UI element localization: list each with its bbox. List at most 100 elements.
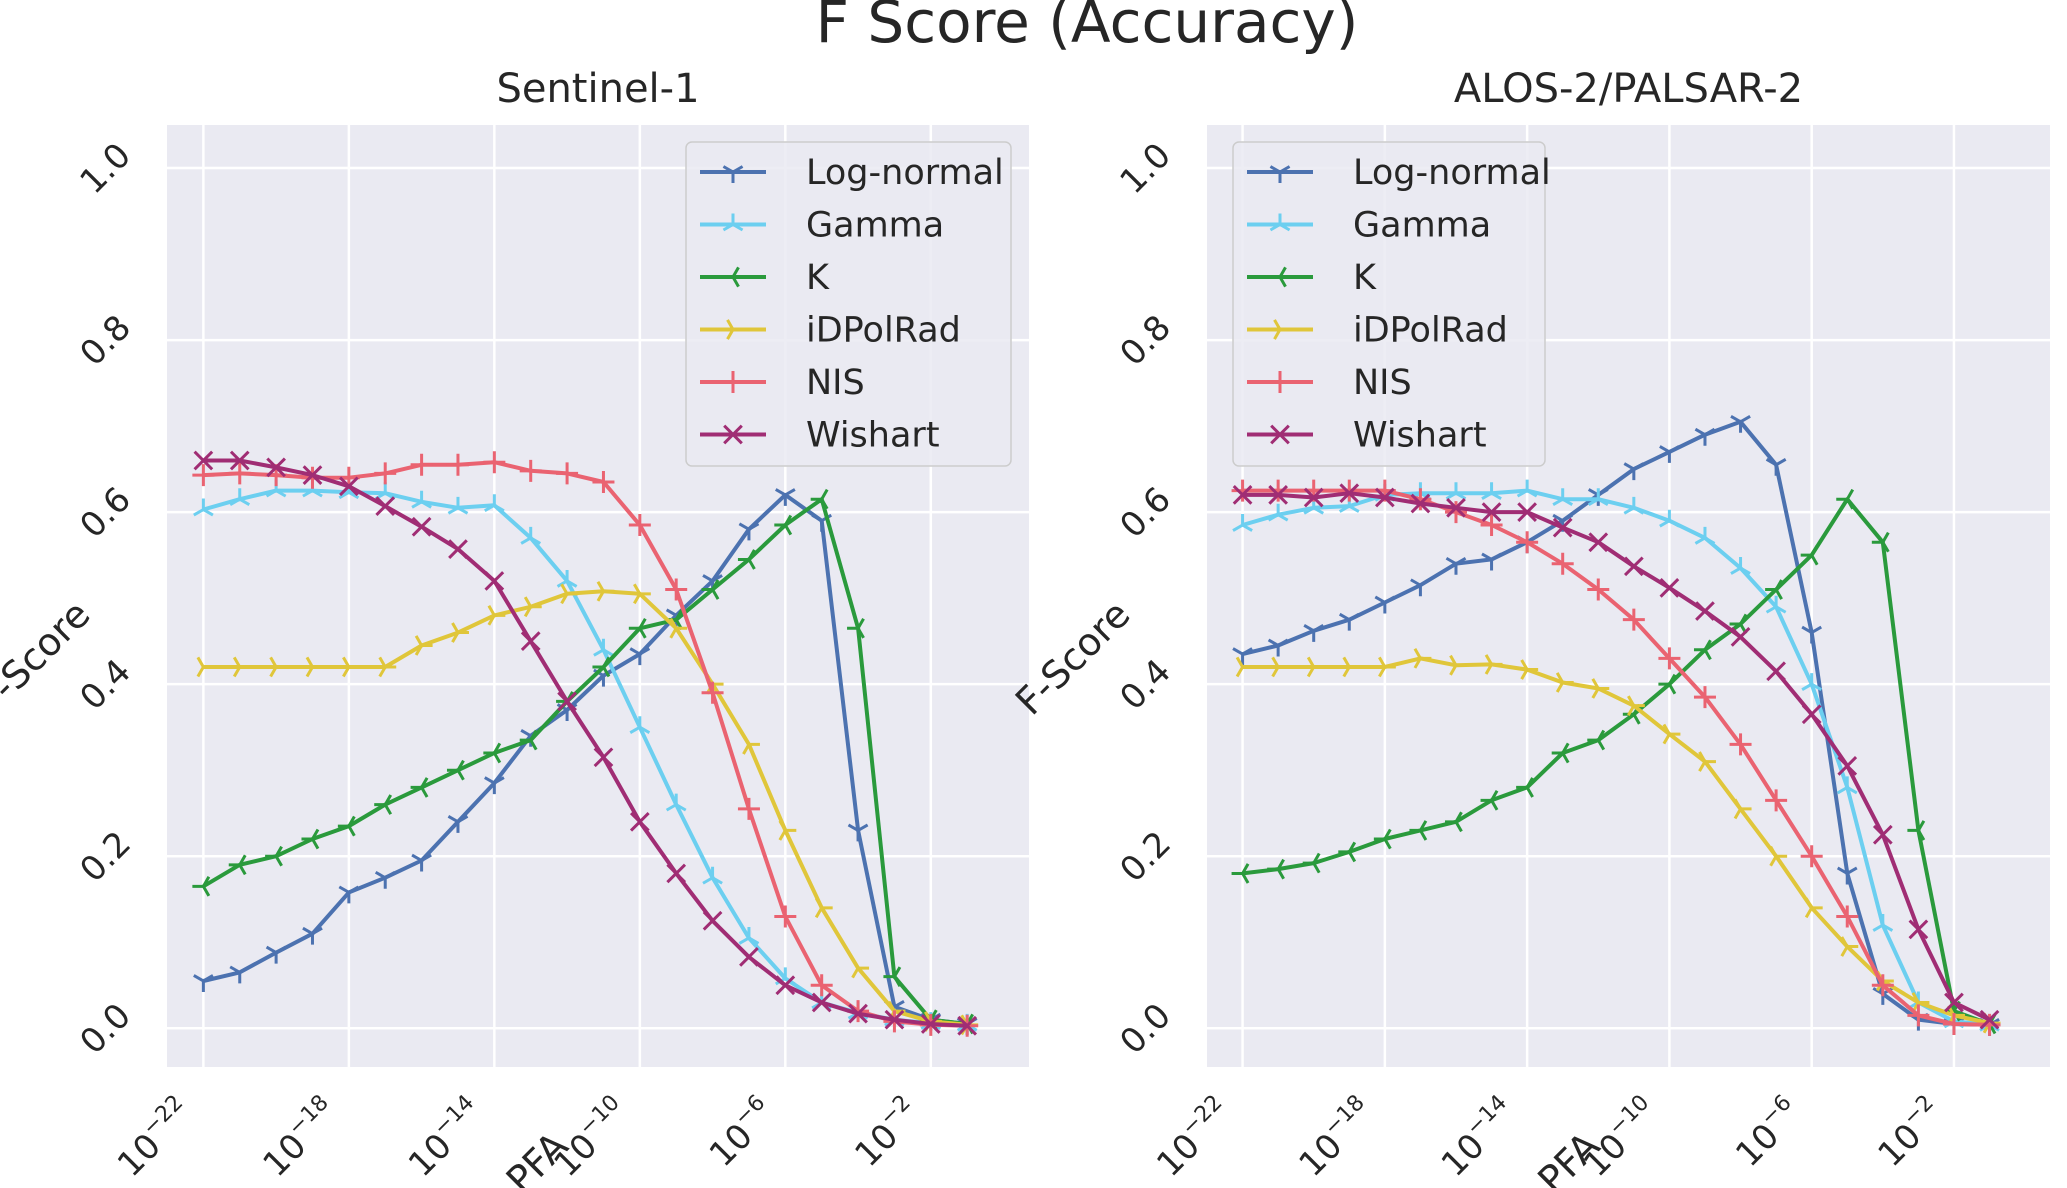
- data-point: [1267, 638, 1289, 657]
- data-point: [1338, 612, 1360, 631]
- legend-item-idpolrad: iDPolRad: [1247, 311, 1508, 351]
- data-point: [593, 638, 614, 657]
- data-point: [701, 579, 720, 600]
- data-point: [665, 793, 687, 812]
- data-point: [1659, 577, 1680, 598]
- data-point: [1944, 992, 1964, 1013]
- series-wishart: [193, 450, 978, 1036]
- data-point: [669, 617, 688, 639]
- data-point: [1481, 502, 1502, 522]
- data-point: [523, 596, 542, 618]
- x-tick-label: 10−18: [1289, 1090, 1384, 1185]
- x-tick-label: 10−14: [1431, 1090, 1526, 1185]
- legend-item-idpolrad: iDPolRad: [700, 311, 961, 351]
- data-point: [265, 845, 283, 867]
- data-point: [1766, 661, 1786, 682]
- legend-item-gamma: Gamma: [700, 206, 944, 246]
- data-point: [375, 496, 396, 516]
- legend-label: Log-normal: [806, 153, 1004, 193]
- data-point: [1979, 1009, 2000, 1030]
- y-tick-label: 0.4: [72, 652, 139, 719]
- data-point: [1942, 1012, 1965, 1035]
- data-point: [342, 656, 360, 678]
- data-point: [811, 992, 832, 1013]
- data-point: [592, 656, 611, 678]
- legend-item-wishart: Wishart: [1247, 416, 1487, 456]
- data-point: [1659, 509, 1680, 528]
- data-point: [739, 947, 759, 967]
- data-point: [1303, 624, 1325, 642]
- data-point: [374, 462, 397, 485]
- data-point: [1693, 639, 1712, 661]
- data-point: [1730, 414, 1751, 433]
- legend-label: Gamma: [806, 206, 944, 246]
- legend-marker: [1269, 213, 1291, 232]
- data-point: [742, 734, 760, 755]
- data-point: [1733, 798, 1752, 820]
- data-point: [265, 945, 287, 964]
- data-point: [1378, 656, 1396, 678]
- data-point: [1374, 487, 1395, 508]
- legend-item-k: K: [700, 258, 830, 298]
- data-point: [192, 876, 211, 897]
- data-point: [1836, 776, 1858, 795]
- data-point: [374, 870, 396, 889]
- legend-label: NIS: [1353, 363, 1412, 403]
- legend-label: Wishart: [1353, 416, 1487, 456]
- data-point: [1267, 479, 1290, 502]
- data-point: [1730, 627, 1751, 647]
- legend-label: Gamma: [1353, 206, 1491, 246]
- legend-label: Wishart: [806, 416, 940, 456]
- data-point: [483, 742, 502, 764]
- legend-item-wishart: Wishart: [700, 416, 940, 456]
- data-point: [1694, 526, 1716, 545]
- data-point: [814, 897, 833, 919]
- data-point: [1516, 479, 1538, 498]
- data-point: [596, 580, 615, 602]
- series-line: [1242, 488, 1990, 1027]
- data-point: [269, 656, 288, 678]
- data-point: [738, 522, 760, 541]
- data-point: [1444, 501, 1467, 524]
- data-point: [1623, 462, 1645, 481]
- data-point: [520, 631, 541, 652]
- data-point: [592, 471, 615, 494]
- data-point: [557, 691, 577, 712]
- legend-marker: [1269, 371, 1291, 393]
- data-point: [1449, 654, 1467, 676]
- data-point: [1338, 841, 1357, 863]
- legend-marker: [1270, 424, 1290, 445]
- data-point: [847, 823, 869, 842]
- legend-label: K: [1353, 258, 1377, 298]
- data-point: [629, 716, 651, 734]
- data-point: [228, 854, 247, 876]
- data-point: [1516, 531, 1539, 554]
- data-point: [1232, 485, 1253, 505]
- data-point: [1627, 695, 1645, 717]
- series-line: [202, 492, 968, 1026]
- y-tick-label: 0.6: [1112, 480, 1179, 547]
- data-point: [556, 569, 578, 588]
- x-tick-label: 10−14: [398, 1090, 493, 1185]
- data-point: [1801, 673, 1822, 691]
- data-point: [1480, 789, 1499, 811]
- legend-box: [685, 141, 1012, 467]
- data-point: [883, 966, 902, 987]
- data-point: [378, 656, 397, 678]
- data-point: [1555, 672, 1574, 693]
- data-point: [229, 965, 251, 984]
- data-point: [451, 622, 469, 643]
- data-point: [1729, 733, 1752, 756]
- data-point: [1765, 789, 1788, 812]
- data-point: [1267, 503, 1289, 522]
- series-line: [203, 589, 968, 1027]
- data-point: [1409, 488, 1432, 511]
- data-point: [1339, 483, 1360, 504]
- data-point: [775, 975, 796, 996]
- legend-marker: [722, 371, 744, 393]
- panel-title: Sentinel-1: [496, 66, 699, 112]
- data-point: [1517, 502, 1537, 522]
- data-point: [1552, 488, 1574, 507]
